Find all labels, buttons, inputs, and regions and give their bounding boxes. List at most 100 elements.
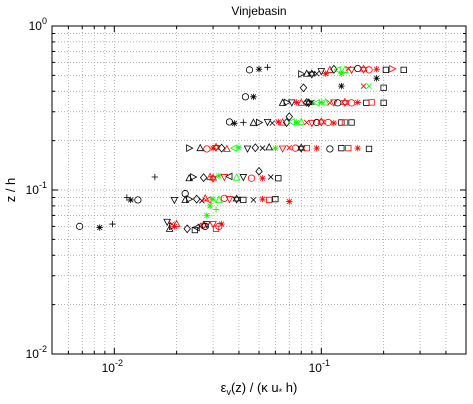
data-point-tri-down — [239, 174, 248, 182]
data-points — [76, 64, 407, 234]
data-point-diamond — [282, 118, 291, 127]
data-point-plus — [240, 119, 247, 126]
data-point-star — [338, 70, 345, 77]
data-point-diamond — [217, 143, 226, 153]
data-point-square — [212, 225, 220, 232]
x-tick-label: 10-1 — [309, 358, 330, 375]
data-point-tri-down — [209, 221, 217, 229]
data-point-x — [250, 197, 257, 203]
data-point-hexagram — [297, 143, 306, 153]
data-point-hexagram — [317, 117, 326, 127]
data-point-star — [209, 195, 217, 203]
data-point-star — [272, 144, 279, 152]
data-point-circle — [365, 66, 373, 74]
data-point-star — [259, 175, 266, 182]
x-tick-label: 10-2 — [102, 358, 123, 375]
data-point-square — [338, 145, 345, 152]
data-point-square — [345, 145, 352, 152]
data-point-tri-right — [283, 98, 292, 107]
data-point-star — [206, 202, 214, 210]
data-point-diamond — [199, 173, 208, 183]
data-point-triangle — [172, 219, 181, 228]
data-point-x — [269, 120, 276, 126]
y-tick-label: 10-1 — [26, 180, 47, 197]
data-point-square — [382, 66, 389, 74]
data-point-star — [215, 172, 223, 180]
data-point-square — [348, 119, 355, 126]
data-point-x — [360, 83, 367, 89]
data-point-hexagram — [209, 173, 218, 183]
data-point-square — [266, 196, 273, 204]
data-point-triangle — [232, 173, 241, 181]
data-point-diamond — [299, 83, 308, 93]
data-point-star — [318, 99, 325, 106]
data-point-star — [127, 196, 134, 204]
data-point-circle — [347, 99, 356, 107]
data-point-star — [203, 212, 211, 219]
data-point-square — [303, 145, 310, 152]
data-point-tri-right — [186, 144, 194, 152]
data-point-x — [366, 83, 372, 89]
data-point-circle — [324, 118, 332, 127]
x-tick-labels: 10-2 10-1 — [102, 358, 330, 375]
data-point-diamond — [192, 194, 201, 204]
data-point-star — [255, 66, 263, 73]
data-point-star — [373, 66, 380, 73]
data-point-diamond — [330, 64, 338, 74]
data-point-tri-down — [163, 218, 172, 227]
data-point-star — [313, 144, 320, 152]
data-point-circle — [134, 196, 142, 204]
data-point-x — [286, 144, 293, 151]
data-point-square — [368, 99, 375, 106]
data-point-star — [250, 93, 257, 101]
data-point-x — [313, 70, 320, 77]
data-point-star — [231, 120, 238, 127]
data-point-triangle — [196, 143, 205, 152]
data-point-tri-left — [225, 172, 233, 181]
data-point-star — [354, 99, 361, 106]
data-point-tri-left — [312, 98, 320, 107]
data-point-triangle — [321, 98, 330, 106]
data-point-hexagram — [359, 64, 368, 74]
data-point-diamond — [251, 143, 260, 153]
data-point-triangle — [215, 195, 223, 203]
data-point-star — [373, 75, 380, 82]
axis-ticks — [52, 26, 466, 354]
data-point-star — [354, 144, 361, 152]
data-point-tri-right — [389, 64, 397, 73]
data-point-plus — [151, 173, 159, 181]
data-point-triangle — [223, 144, 231, 152]
data-point-star — [275, 118, 282, 126]
data-point-plus — [123, 194, 131, 201]
data-point-x — [267, 174, 274, 180]
data-point-circle — [334, 99, 342, 107]
data-point-star — [96, 224, 103, 231]
data-point-hexagram — [307, 69, 316, 79]
data-point-tri-down — [287, 99, 296, 107]
data-point-square — [365, 145, 373, 153]
x-axis-label-end: h) — [282, 380, 297, 395]
data-point-circle — [203, 145, 211, 153]
data-point-star — [286, 198, 293, 205]
data-point-hexagram — [232, 194, 241, 204]
y-tick-labels: 10-2 10-1 100 — [26, 16, 47, 361]
data-point-star — [338, 82, 345, 90]
data-point-tri-down — [220, 174, 229, 182]
data-point-triangle — [297, 117, 306, 125]
chart-title: Vinjebasin — [231, 4, 286, 18]
data-point-tri-down — [317, 68, 326, 76]
data-point-triangle — [302, 69, 311, 77]
y-tick-label: 10-2 — [26, 344, 47, 361]
data-point-tri-down — [203, 221, 211, 229]
data-point-tri-left — [287, 118, 295, 126]
data-point-triangle — [201, 193, 210, 202]
data-point-star — [293, 119, 300, 126]
data-point-square — [380, 99, 387, 106]
data-point-circle — [313, 118, 321, 127]
data-point-star — [293, 99, 300, 106]
data-point-triangle — [297, 98, 306, 106]
data-point-circle — [326, 145, 334, 153]
data-point-circle — [201, 222, 209, 230]
data-point-circle — [241, 93, 250, 101]
